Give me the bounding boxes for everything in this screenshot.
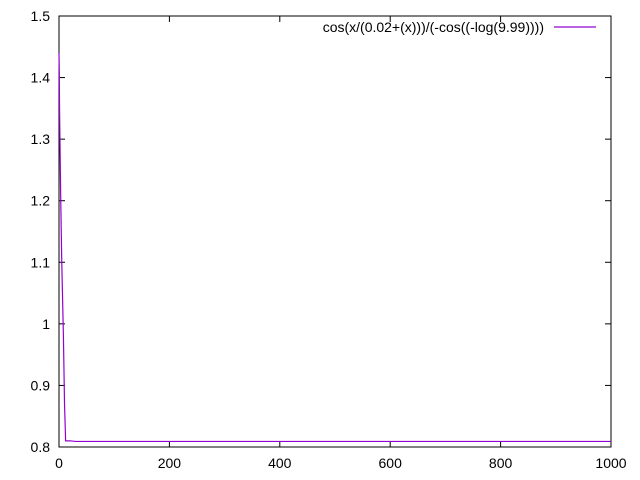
y-tick-label: 1.3 [31,131,51,147]
y-tick-label: 1.5 [31,8,51,24]
y-tick-label: 1.2 [31,193,51,209]
y-tick-label: 1.1 [31,254,51,270]
x-tick-label: 200 [158,455,182,471]
legend: cos(x/(0.02+(x)))/(-cos((-log(9.99)))) [323,19,596,35]
x-tick-label: 1000 [595,455,626,471]
x-tick-label: 600 [379,455,403,471]
y-tick-label: 1.4 [31,70,51,86]
x-axis-ticks: 0 200 400 600 800 1000 [55,16,627,471]
y-tick-label: 0.8 [31,439,51,455]
x-tick-label: 0 [55,455,63,471]
x-tick-label: 400 [268,455,292,471]
y-tick-label: 1 [42,316,50,332]
y-axis-ticks: 0.8 0.9 1 1.1 1.2 1.3 1.4 1.5 [31,8,611,455]
x-tick-label: 800 [489,455,513,471]
plot-frame [58,15,612,448]
series-layer [58,52,611,443]
y-tick-label: 0.9 [31,377,51,393]
series-line-1 [58,52,611,443]
legend-label-series-1: cos(x/(0.02+(x)))/(-cos((-log(9.99)))) [323,19,544,35]
